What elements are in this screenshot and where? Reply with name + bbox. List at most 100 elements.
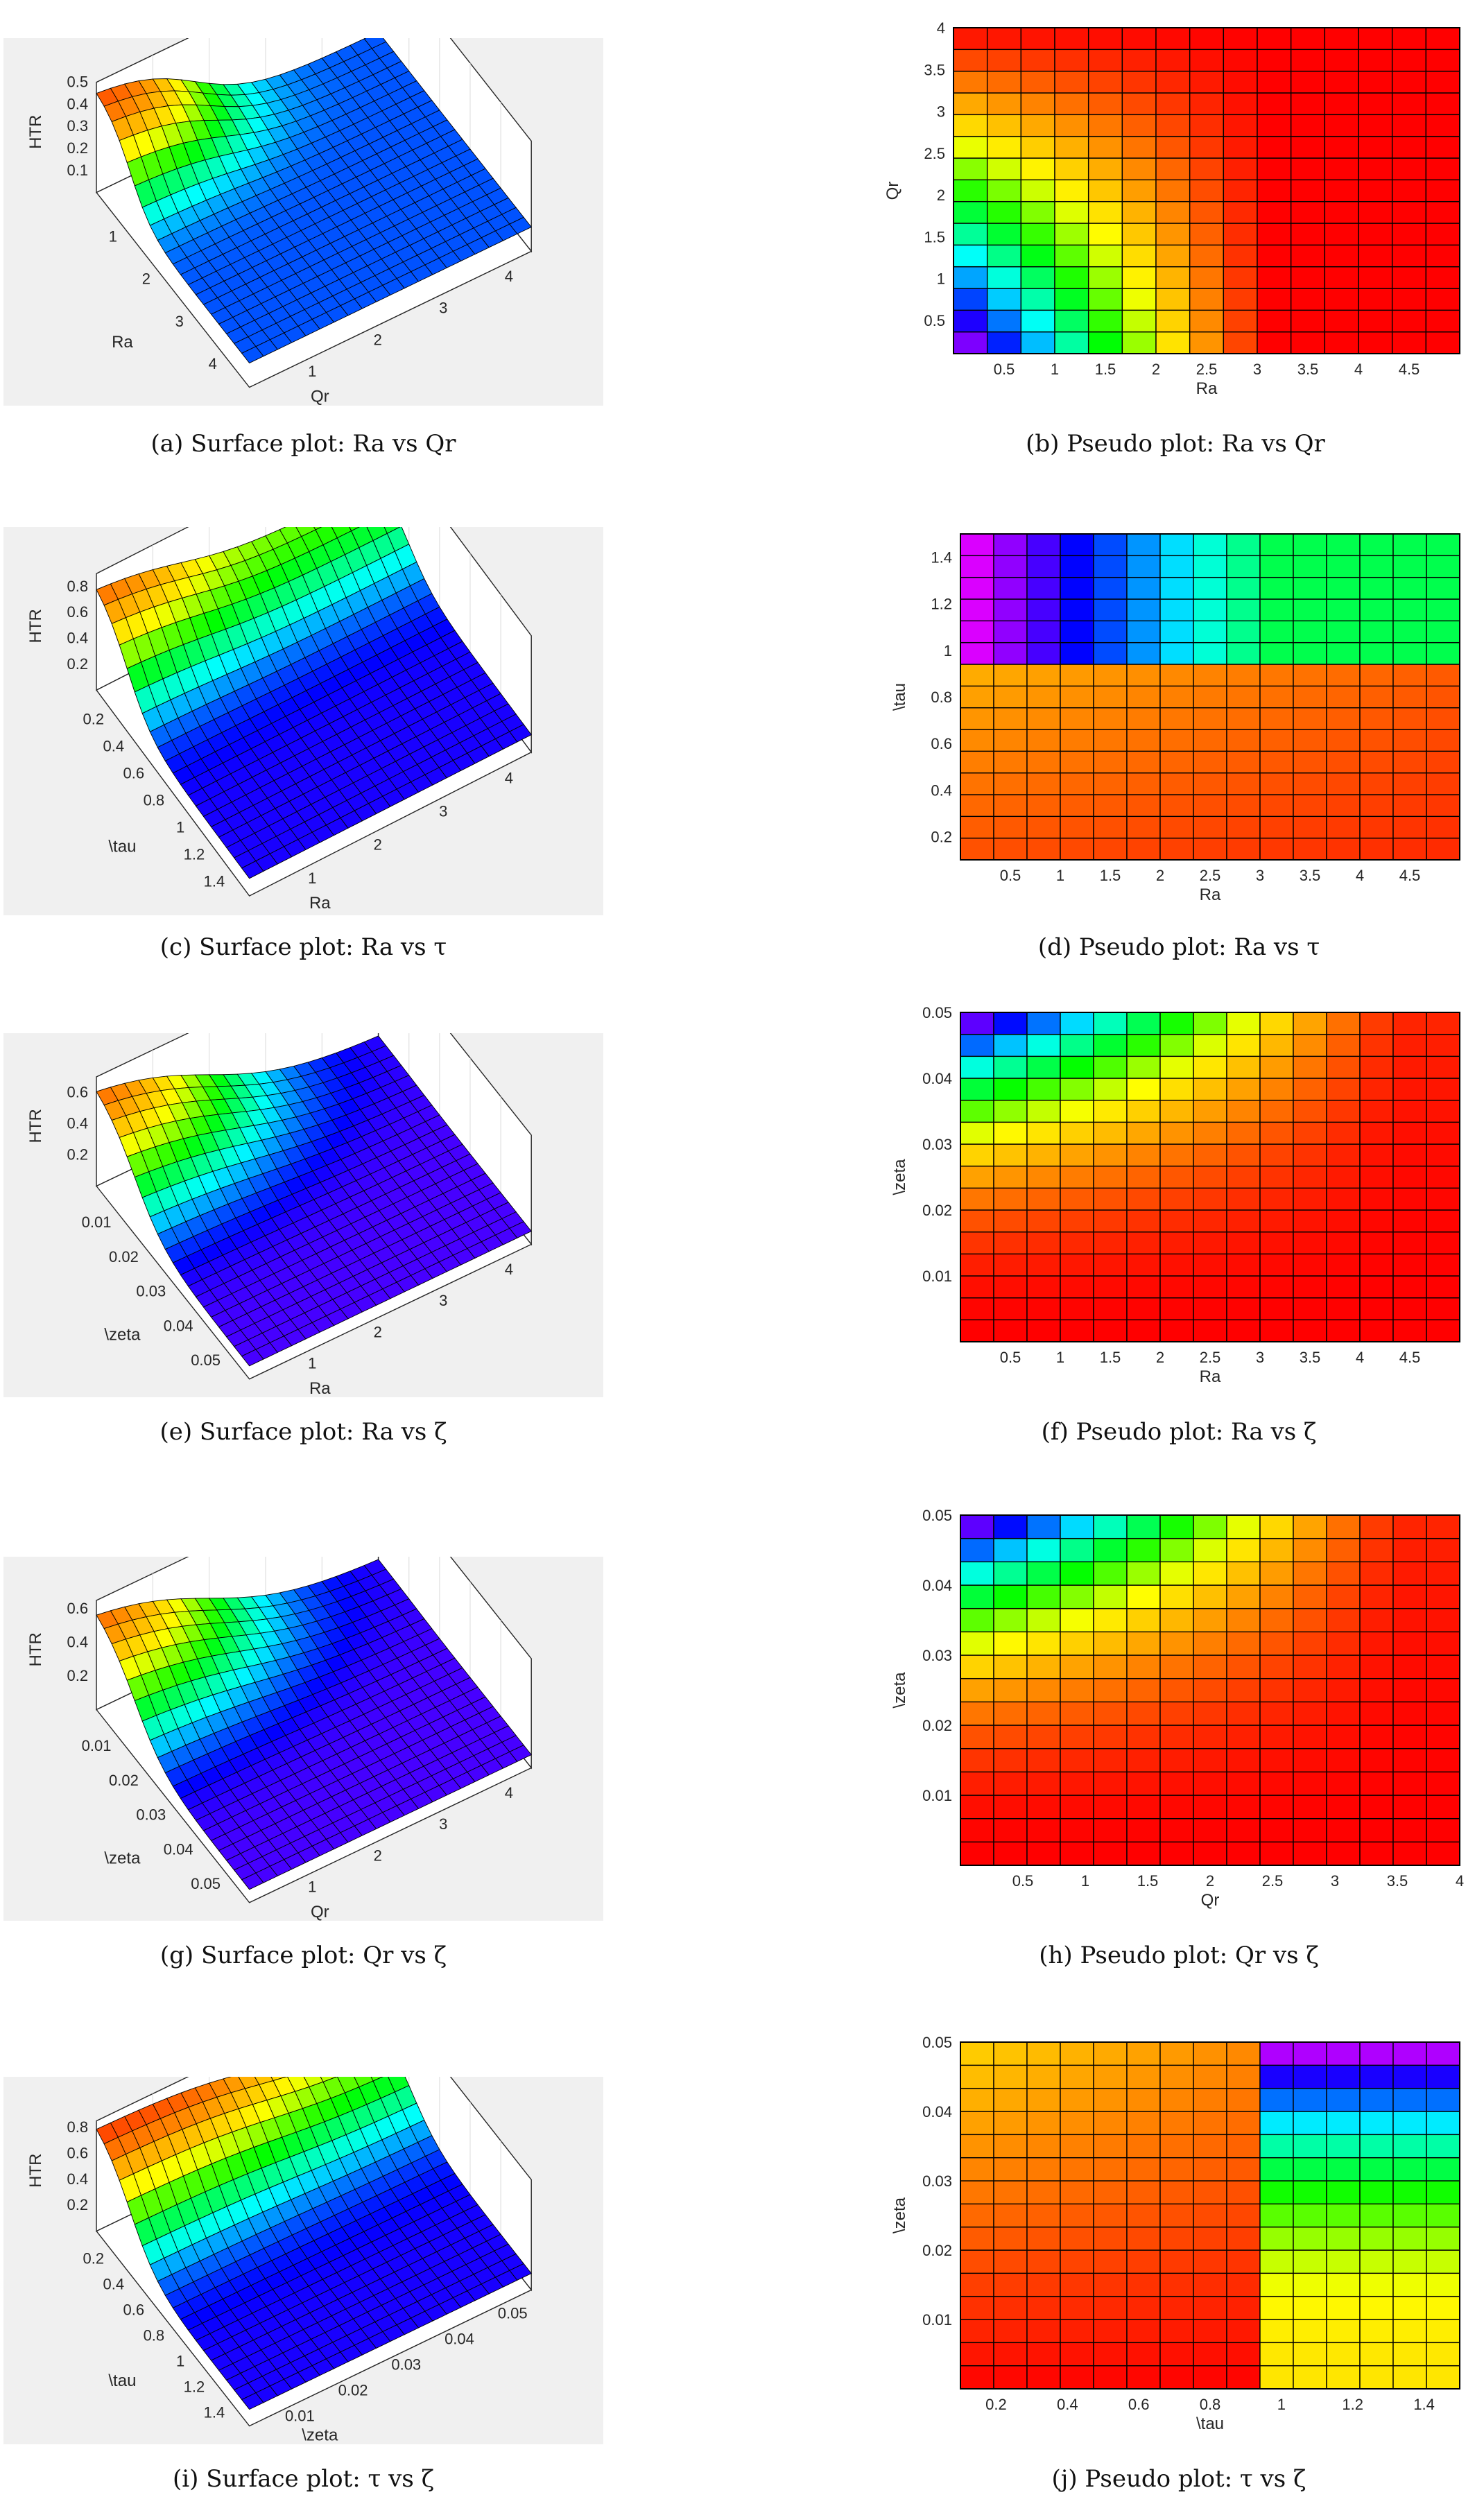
x-tick-label: 0.01 — [82, 1737, 112, 1754]
pseudo-plot-j: 0.2 0.4 0.6 0.8 1 1.2 1.4 0.01 0.02 0.03 0.04 0.05 \… — [877, 2014, 1481, 2444]
heat-cell — [1359, 620, 1394, 643]
heat-cell — [993, 729, 1028, 752]
x-tick-label: 3.5 — [1387, 1872, 1408, 1890]
heat-cell — [1093, 664, 1128, 687]
x-tick-label: 3 — [1256, 867, 1264, 884]
heat-cell — [1159, 2342, 1194, 2367]
heat-cell — [1257, 114, 1292, 137]
heat-cell — [1293, 1631, 1327, 1656]
heat-cell — [1392, 2272, 1427, 2297]
heat-cell — [1026, 555, 1061, 578]
heat-cell — [1392, 685, 1427, 709]
heat-cell — [1026, 2249, 1061, 2274]
heat-cell — [993, 1231, 1028, 1255]
heat-cell — [1391, 49, 1427, 72]
heat-cell — [1426, 2111, 1460, 2136]
heat-cell — [1359, 1121, 1394, 1145]
heat-cell — [1060, 1209, 1094, 1233]
z-tick-label: 0.4 — [67, 2170, 88, 2188]
x-tick-label: 2.5 — [1196, 361, 1218, 378]
heat-cell — [1159, 1099, 1194, 1123]
heat-cell — [1126, 1033, 1161, 1057]
heat-cell — [1359, 1607, 1394, 1633]
heat-cell — [1060, 1187, 1094, 1211]
heat-cell — [1391, 92, 1427, 116]
heat-cell — [1087, 179, 1123, 202]
heat-cell — [960, 1165, 994, 1189]
heat-cell — [960, 1537, 994, 1563]
heat-cell — [1193, 1078, 1227, 1101]
heat-cell — [1392, 1078, 1427, 1101]
heat-cell — [960, 1253, 994, 1277]
heat-cell — [1087, 27, 1123, 51]
heat-cell — [1159, 1033, 1194, 1057]
heat-cell — [1159, 2041, 1194, 2066]
y-tick-label: 0.01 — [922, 1268, 952, 1285]
heat-cell — [1159, 2157, 1194, 2181]
heat-cell — [1392, 533, 1427, 557]
heat-cell — [1425, 135, 1460, 159]
heat-cell — [1359, 794, 1394, 818]
heat-cell — [1326, 2134, 1361, 2159]
heat-cell — [1093, 2134, 1128, 2159]
heat-cell — [1326, 598, 1361, 622]
heat-cell — [1359, 2295, 1394, 2320]
pseudo-plot-h: 0.5 1 1.5 2 2.5 3 3.5 4 0.01 0.02 0.03 0.04 0.05 Qr \z… — [877, 1487, 1481, 1921]
heat-cell — [960, 1033, 994, 1057]
heat-cell — [1324, 288, 1359, 311]
heat-cell — [1226, 1121, 1261, 1145]
heat-cell — [1126, 685, 1161, 709]
heat-cell — [1126, 533, 1161, 557]
heat-cell — [1359, 1033, 1394, 1057]
heat-cell — [1226, 1841, 1261, 1866]
heat-cell — [1259, 2087, 1294, 2112]
heat-cell — [1426, 1209, 1460, 1233]
y-tick-label: 3 — [937, 103, 945, 121]
heat-cell — [953, 49, 988, 72]
heat-cell — [1060, 1701, 1094, 1726]
heat-cell — [1026, 1537, 1061, 1563]
heat-cell — [993, 2157, 1028, 2181]
caption-j: (j) Pseudo plot: τ vs ζ — [1051, 2465, 1306, 2493]
heat-cell — [1193, 2087, 1227, 2112]
heat-cell — [1391, 70, 1427, 94]
x-tick-label: 1.5 — [1095, 361, 1116, 378]
heat-cell — [1290, 223, 1326, 246]
y-tick-label: 4 — [505, 1784, 513, 1802]
heat-cell — [1326, 729, 1361, 752]
heat-cell — [1093, 1033, 1128, 1057]
heat-cell — [1189, 27, 1225, 51]
heat-cell — [1159, 1297, 1194, 1321]
heat-cell — [1293, 750, 1327, 774]
heat-cell — [1159, 1209, 1194, 1233]
heat-cell — [993, 2272, 1028, 2297]
heat-cell — [993, 1654, 1028, 1679]
heat-cell — [993, 750, 1028, 774]
heat-cell — [1359, 1165, 1394, 1189]
heat-cell — [1259, 1253, 1294, 1277]
surface-mesh — [96, 1035, 532, 1367]
heat-cell — [993, 2180, 1028, 2205]
heat-cell — [1426, 1537, 1460, 1563]
heat-cell — [1193, 2134, 1227, 2159]
x-tick-label: 0.02 — [109, 1772, 139, 1789]
heat-cell — [1392, 1584, 1427, 1609]
heat-cell — [1359, 750, 1394, 774]
heat-cell — [1326, 1725, 1361, 1749]
x-tick-label: 1 — [1277, 2396, 1286, 2413]
heat-cell — [1093, 707, 1128, 730]
heat-cell — [1223, 135, 1258, 159]
heat-cell — [1026, 1747, 1061, 1773]
heat-cell — [1026, 2111, 1061, 2136]
heat-cell — [1226, 1701, 1261, 1726]
heat-cell — [1226, 1253, 1261, 1277]
heat-cell — [1193, 620, 1227, 643]
heat-cell — [1020, 157, 1055, 181]
heat-cell — [1026, 1795, 1061, 1820]
heat-cell — [1093, 1631, 1128, 1656]
heat-cell — [1259, 1187, 1294, 1211]
heat-cell — [1290, 244, 1326, 268]
heat-cell — [1193, 1607, 1227, 1633]
heat-cell — [1193, 1209, 1227, 1233]
heat-cell — [1054, 49, 1089, 72]
